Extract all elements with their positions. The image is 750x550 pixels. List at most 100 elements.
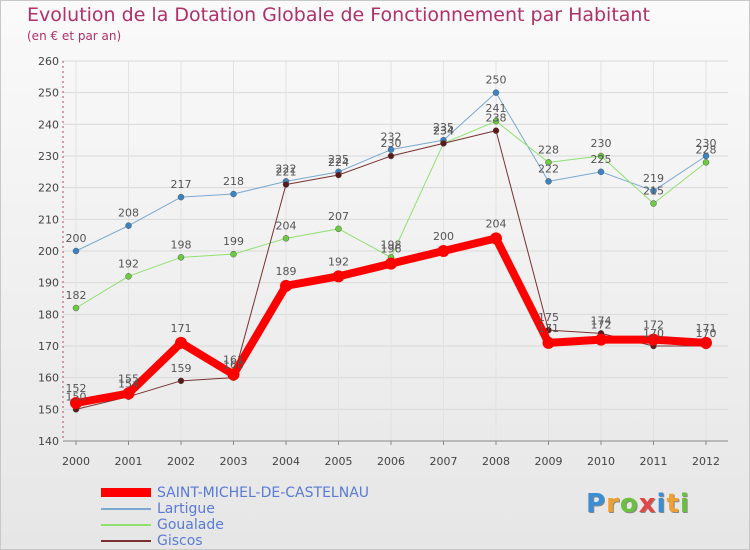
data-label: 155 <box>118 373 139 386</box>
data-point <box>437 245 450 257</box>
data-label: 230 <box>591 137 612 150</box>
data-point <box>332 270 345 283</box>
legend-label: Goualade <box>157 517 224 533</box>
data-label: 198 <box>381 238 402 251</box>
data-label: 207 <box>328 210 349 223</box>
data-label: 192 <box>328 255 349 268</box>
data-label: 219 <box>643 172 664 185</box>
data-point <box>597 152 605 160</box>
x-tick-label: 2005 <box>325 455 353 468</box>
data-label: 200 <box>433 230 454 243</box>
data-label: 159 <box>171 362 192 375</box>
data-point <box>177 193 185 201</box>
legend-item-giscos: Giscos <box>101 533 369 549</box>
legend-label: SAINT-MICHEL-DE-CASTELNAU <box>157 485 370 501</box>
legend: SAINT-MICHEL-DE-CASTELNAU Lartigue Goual… <box>101 485 369 549</box>
x-tick-label: 2009 <box>535 455 563 468</box>
data-label: 234 <box>433 124 454 137</box>
y-tick-label: 180 <box>38 308 59 321</box>
data-label: 196 <box>381 243 402 256</box>
data-label: 208 <box>118 207 139 220</box>
x-tick-label: 2006 <box>377 455 405 468</box>
data-label: 172 <box>643 319 664 332</box>
data-point <box>280 279 292 292</box>
x-tick-label: 2002 <box>167 455 195 468</box>
data-point <box>650 187 657 195</box>
y-tick-label: 200 <box>38 245 59 258</box>
data-point <box>230 250 237 258</box>
legend-swatch-goualade <box>101 524 151 526</box>
data-label: 235 <box>433 121 454 134</box>
proxiti-logo: Proxiti <box>586 489 690 519</box>
data-label: 161 <box>223 354 244 367</box>
data-label: 170 <box>643 327 664 340</box>
data-point <box>545 159 552 166</box>
data-label: 171 <box>696 322 717 335</box>
data-label: 221 <box>276 166 297 179</box>
data-point <box>387 152 395 160</box>
y-tick-label: 220 <box>38 182 59 195</box>
data-label: 182 <box>66 289 87 302</box>
data-label: 174 <box>591 314 612 327</box>
data-label: 200 <box>66 232 87 245</box>
data-label: 217 <box>171 178 192 191</box>
data-label: 198 <box>171 238 192 251</box>
x-tick-label: 2007 <box>430 455 458 468</box>
y-tick-label: 210 <box>38 213 59 226</box>
legend-swatch-lartigue <box>101 508 151 510</box>
data-label: 199 <box>223 235 244 248</box>
data-label: 175 <box>538 311 559 324</box>
y-tick-label: 160 <box>38 372 59 385</box>
data-point <box>650 200 657 207</box>
data-point <box>702 159 710 166</box>
y-tick-label: 240 <box>38 118 59 131</box>
x-tick-label: 2001 <box>115 455 143 468</box>
data-label: 232 <box>381 131 402 144</box>
y-tick-label: 170 <box>38 340 59 353</box>
data-point <box>595 333 607 346</box>
legend-swatch-saint-michel <box>101 488 151 497</box>
data-point <box>700 336 712 349</box>
data-point <box>175 336 187 349</box>
data-label: 224 <box>328 156 349 169</box>
data-label: 228 <box>538 143 559 156</box>
data-label: 241 <box>486 102 507 115</box>
y-tick-label: 190 <box>38 277 59 290</box>
data-point <box>72 247 80 255</box>
data-point <box>387 146 395 153</box>
data-label: 225 <box>328 153 349 166</box>
data-point <box>647 333 660 346</box>
data-label: 171 <box>171 322 192 335</box>
legend-label: Giscos <box>157 533 203 549</box>
logo-letter: P <box>586 489 607 519</box>
data-point <box>597 168 605 176</box>
logo-letter: o <box>619 489 639 519</box>
data-point <box>492 127 500 134</box>
x-tick-label: 2000 <box>62 455 90 468</box>
data-label: 230 <box>696 137 717 150</box>
data-label: 222 <box>538 162 559 175</box>
data-label: 171 <box>538 322 559 335</box>
data-label: 228 <box>696 143 717 156</box>
data-point <box>702 152 710 160</box>
data-point <box>440 140 447 147</box>
data-label: 222 <box>276 162 297 175</box>
data-label: 218 <box>223 175 244 188</box>
logo-letter: i <box>656 489 667 519</box>
data-point <box>72 304 80 312</box>
y-tick-label: 230 <box>38 150 59 163</box>
data-label: 215 <box>643 185 664 198</box>
data-point <box>492 89 500 96</box>
legend-label: Lartigue <box>157 501 215 517</box>
logo-letter: t <box>666 489 680 519</box>
data-point <box>282 181 290 188</box>
data-label: 204 <box>486 217 507 230</box>
data-point <box>282 235 290 242</box>
data-point <box>490 232 502 245</box>
x-tick-label: 2012 <box>692 455 720 468</box>
legend-item-lartigue: Lartigue <box>101 501 369 517</box>
data-label: 152 <box>66 382 87 395</box>
data-label: 238 <box>486 112 507 125</box>
